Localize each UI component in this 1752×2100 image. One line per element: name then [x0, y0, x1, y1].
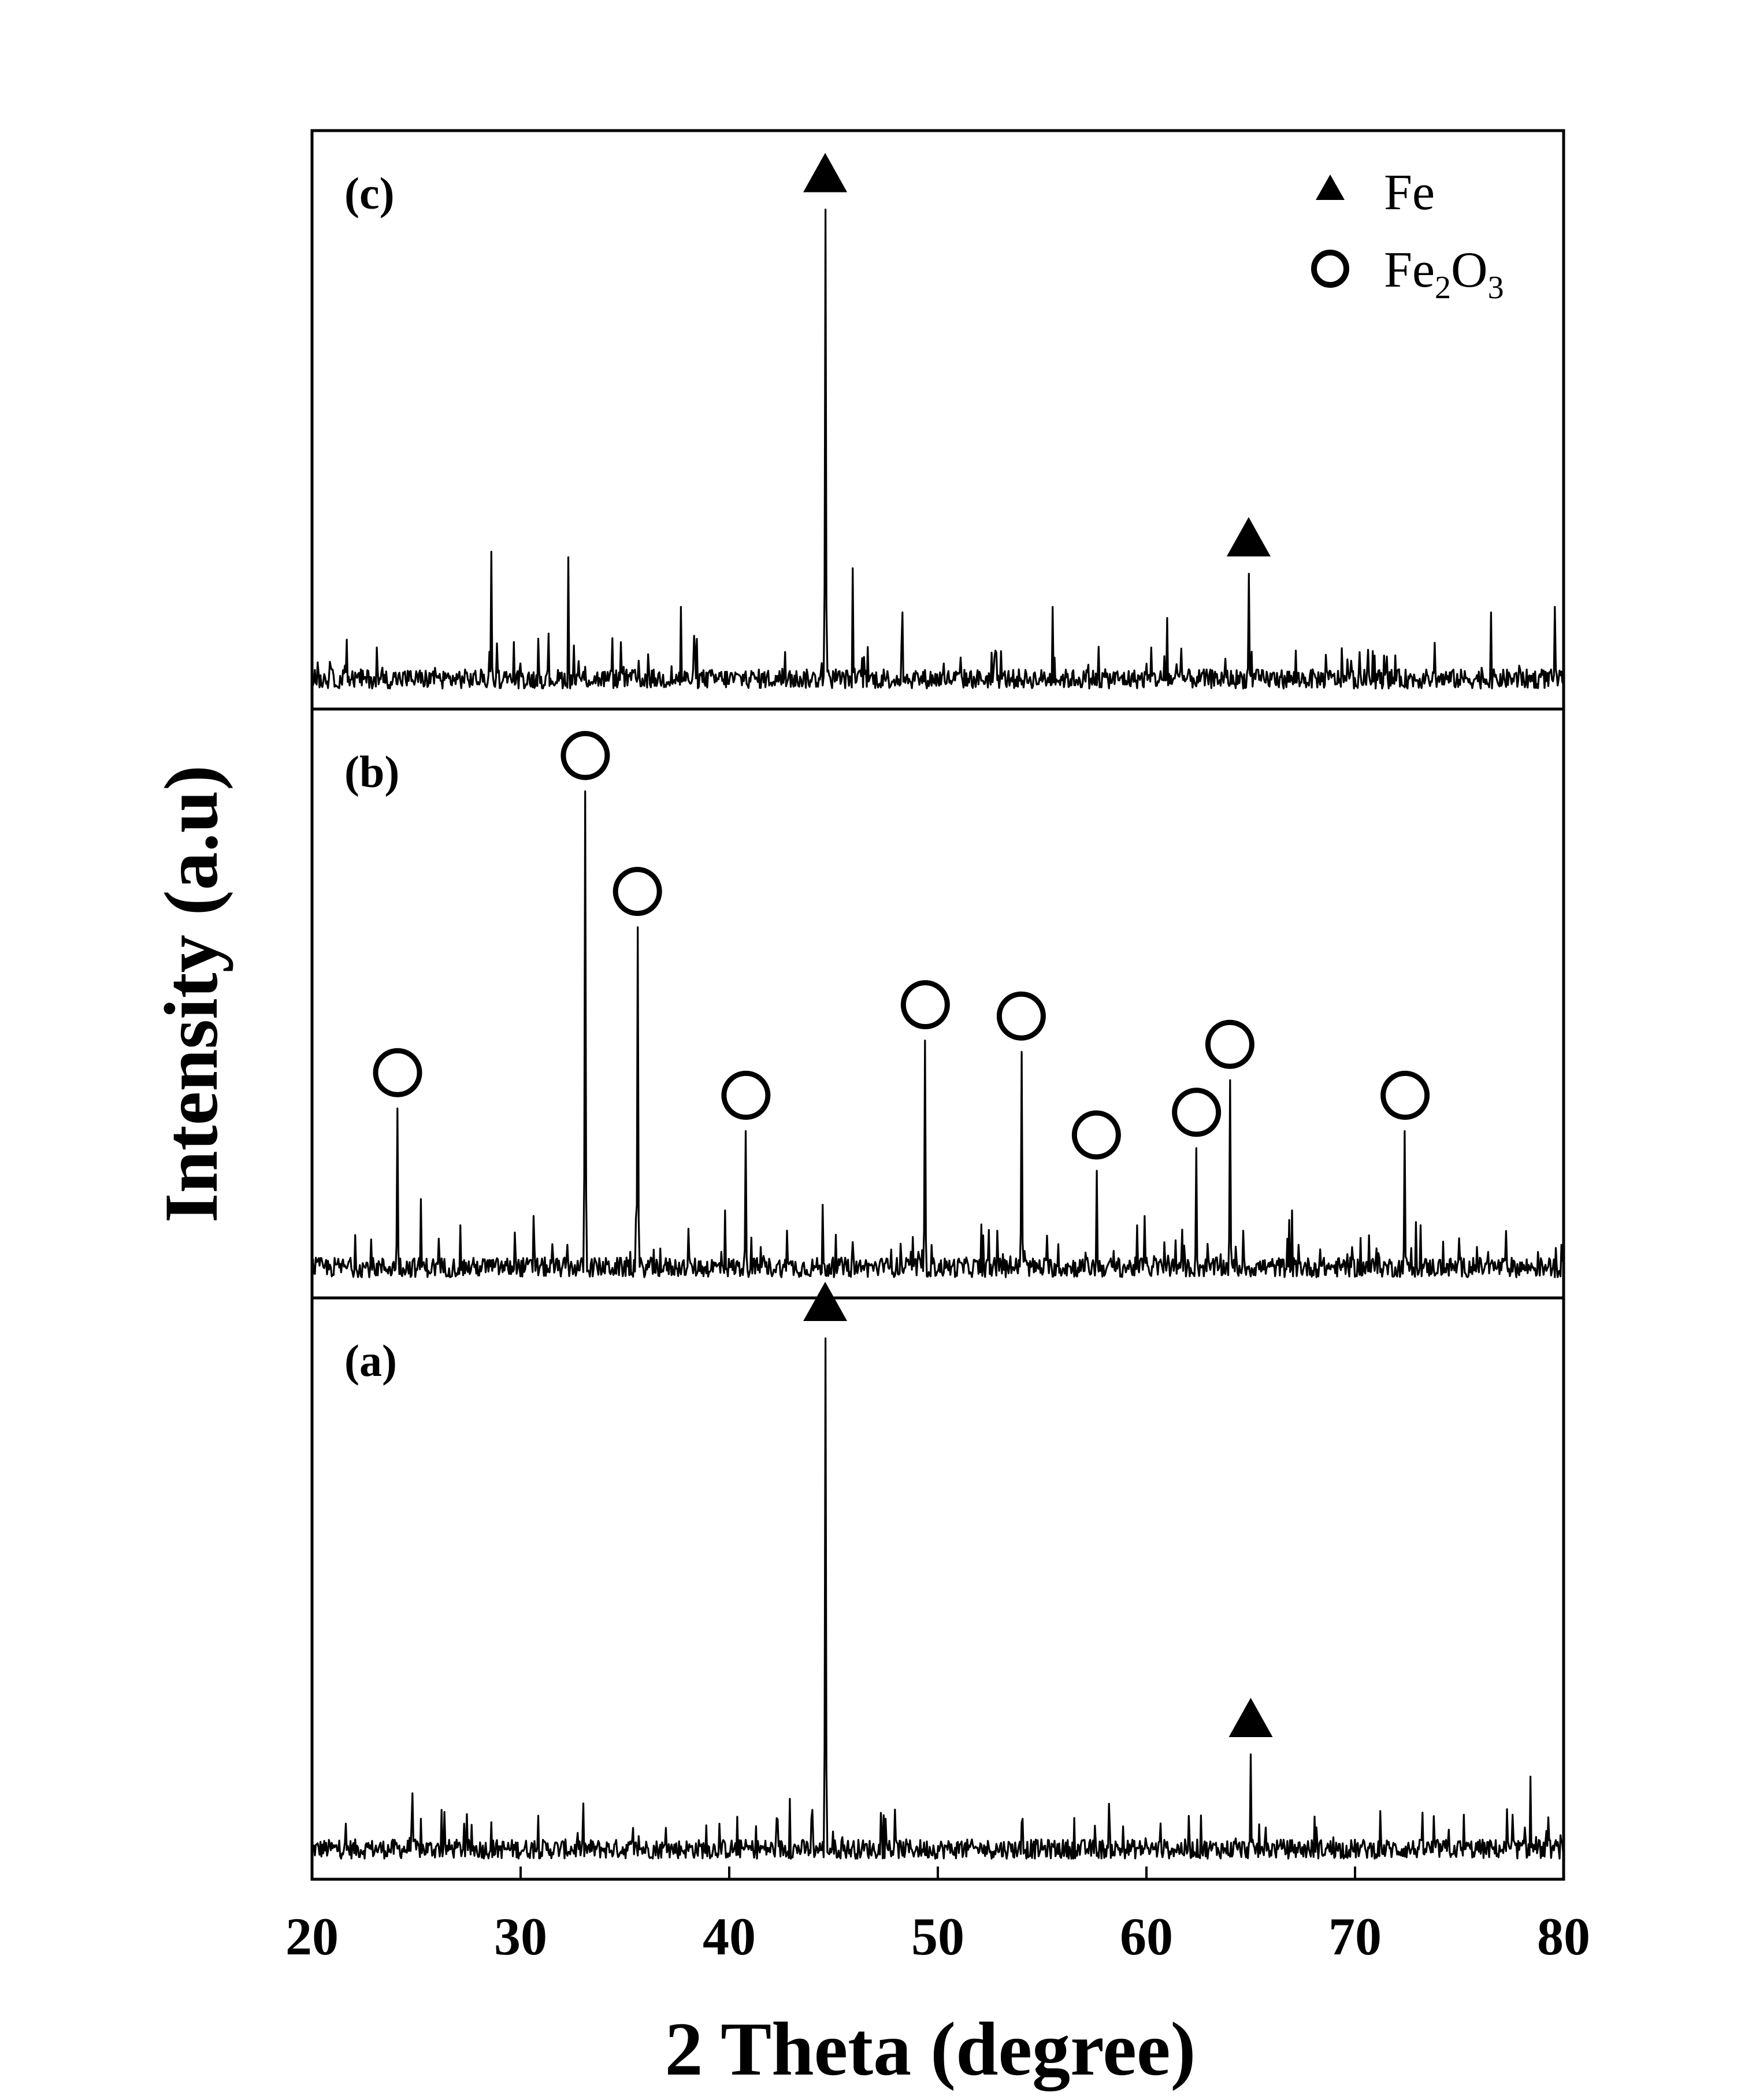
y-axis-title: Intensity (a.u) [149, 765, 233, 1223]
x-tick-label: 30 [494, 1907, 547, 1966]
panel-label-b: (b) [344, 747, 399, 797]
panel-labels: (a) (b) (c) [344, 168, 399, 1386]
fe-peak-marker [803, 153, 848, 192]
phase-markers [373, 153, 1430, 1737]
fe2o3-peak-marker [373, 1048, 422, 1097]
panel-frame-b [310, 707, 1565, 1300]
fe2o3-peak-marker [1172, 1088, 1222, 1137]
x-tick-label: 80 [1537, 1907, 1590, 1966]
fe2o3-peak-marker [1071, 1110, 1121, 1160]
x-tick-label: 20 [285, 1907, 339, 1966]
fe-peak-marker [1226, 517, 1271, 556]
fe2o3-peak-marker [900, 980, 950, 1030]
panel-frame-a [310, 1296, 1565, 1881]
fe-peak-marker [803, 1282, 848, 1321]
fe-peak-marker [1228, 1698, 1273, 1737]
panel-label-c: (c) [344, 168, 395, 218]
series-line-b [311, 790, 1564, 1278]
legend-fe-marker [1316, 175, 1345, 200]
x-tick-label: 40 [703, 1907, 756, 1966]
legend: Fe Fe2O3 [1311, 165, 1504, 306]
panel-frame-c [310, 129, 1565, 711]
fe2o3-peak-marker [561, 730, 610, 780]
x-tick-label: 50 [911, 1907, 964, 1966]
series-line-a [311, 1337, 1565, 1860]
fe2o3-peak-marker [721, 1070, 771, 1120]
series-line-c [311, 209, 1565, 690]
fe2o3-peak-marker [1205, 1019, 1254, 1069]
fe2o3-peak-marker [613, 867, 662, 917]
fe2o3-peak-marker [1380, 1070, 1430, 1120]
x-axis-title: 2 Theta (degree) [665, 2006, 1196, 2091]
legend-fe-label: Fe [1384, 165, 1435, 221]
panel-frames [310, 129, 1565, 1881]
x-axis: 20 30 40 50 60 70 80 [285, 1867, 1590, 1966]
x-tick-label: 70 [1328, 1907, 1382, 1966]
legend-fe2o3-label: Fe2O3 [1384, 242, 1504, 306]
panels [311, 209, 1565, 1860]
x-tick-label: 60 [1120, 1907, 1173, 1966]
fe2o3-peak-marker [996, 991, 1046, 1041]
legend-fe2o3-marker [1311, 250, 1349, 288]
panel-label-a: (a) [344, 1335, 397, 1386]
